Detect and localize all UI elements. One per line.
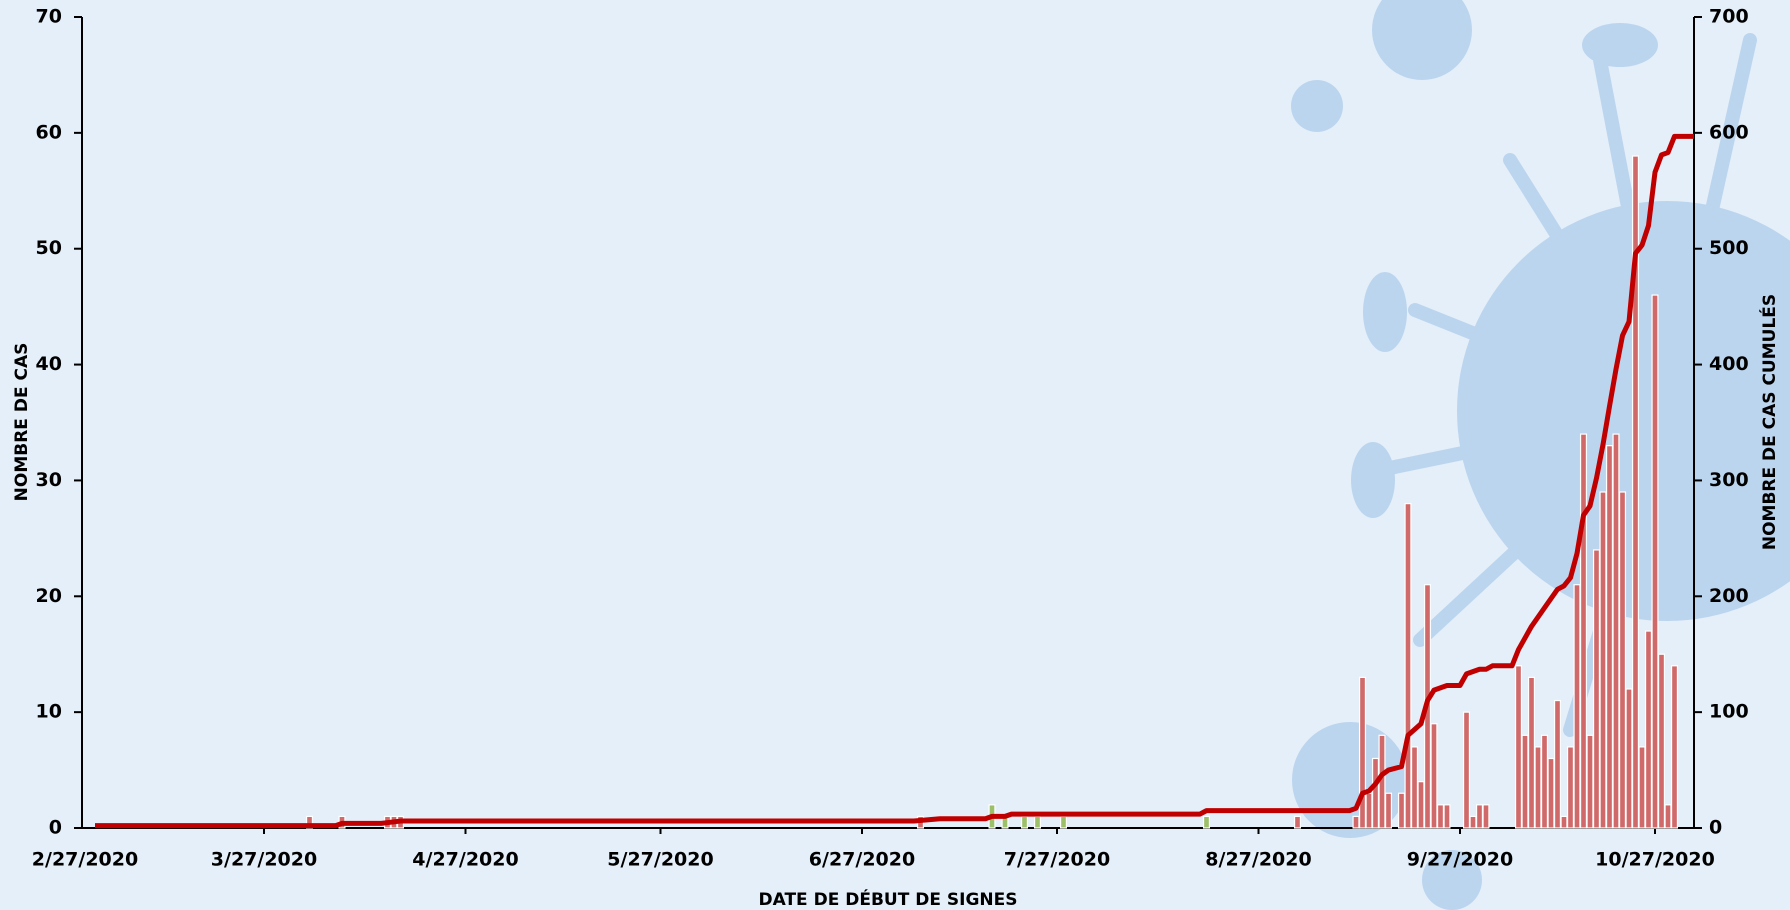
- y-tick-label: 20: [36, 585, 62, 607]
- bar: [1664, 804, 1672, 829]
- bar: [1534, 746, 1542, 829]
- bar: [1651, 294, 1659, 829]
- x-tick-label: 3/27/2020: [211, 849, 317, 871]
- y2-tick-label: 600: [1709, 121, 1749, 143]
- y2-tick-label: 500: [1709, 237, 1749, 259]
- bar: [1417, 781, 1425, 829]
- bar: [1469, 815, 1477, 829]
- bar: [1527, 676, 1536, 829]
- y-tick-label: 50: [36, 237, 62, 259]
- bar: [1404, 503, 1412, 829]
- bar: [1612, 433, 1620, 829]
- bar: [1436, 804, 1445, 829]
- bar: [1605, 445, 1614, 829]
- bar: [1033, 815, 1042, 829]
- bar: [1410, 746, 1419, 829]
- y2-tick-label: 0: [1709, 817, 1722, 839]
- y-axis-title: NOMBRE DE CAS: [12, 343, 32, 502]
- bar: [1475, 804, 1484, 829]
- bar: [1397, 792, 1406, 829]
- y-tick-label: 30: [36, 469, 62, 491]
- y2-tick-label: 200: [1709, 585, 1749, 607]
- y-tick-label: 70: [36, 6, 62, 28]
- bar: [1579, 433, 1588, 829]
- bar: [1358, 676, 1367, 829]
- bar: [1384, 792, 1393, 829]
- bar: [1670, 665, 1679, 829]
- bar: [1625, 688, 1633, 829]
- y-tick-label: 0: [49, 817, 62, 839]
- bar: [1599, 491, 1607, 829]
- bar: [1547, 757, 1555, 829]
- bar: [1553, 699, 1562, 829]
- y2-tick-label: 100: [1709, 701, 1749, 723]
- bar: [1462, 711, 1471, 829]
- bar: [1560, 815, 1568, 829]
- bar: [1631, 155, 1640, 829]
- y2-tick-label: 700: [1709, 6, 1749, 28]
- bar: [1482, 804, 1490, 829]
- x-tick-label: 5/27/2020: [607, 849, 713, 871]
- bar: [1443, 804, 1451, 829]
- x-tick-label: 7/27/2020: [1004, 849, 1110, 871]
- y2-tick-label: 300: [1709, 469, 1749, 491]
- x-tick-label: 4/27/2020: [412, 849, 518, 871]
- x-tick-label: 10/27/2020: [1595, 849, 1715, 871]
- bar: [1371, 757, 1380, 829]
- x-tick-label: 6/27/2020: [809, 849, 915, 871]
- y-tick-label: 40: [36, 353, 62, 375]
- bar: [1586, 734, 1594, 829]
- y2-axis-title: NOMBRE DE CAS CUMULÉS: [1758, 294, 1780, 550]
- bar: [1514, 665, 1523, 829]
- bar: [1592, 549, 1601, 829]
- bar: [1020, 815, 1029, 829]
- x-tick-label: 2/27/2020: [32, 849, 138, 871]
- bar: [1059, 815, 1068, 829]
- bar: [1566, 746, 1575, 829]
- bar: [1202, 815, 1211, 829]
- bar: [1540, 734, 1549, 829]
- bar: [1352, 815, 1360, 829]
- y-tick-label: 10: [36, 701, 62, 723]
- bar: [1573, 584, 1581, 829]
- bar: [1430, 723, 1438, 829]
- bar: [1618, 491, 1627, 829]
- virus-decoration: [1291, 0, 1790, 910]
- x-axis-title: DATE DE DÉBUT DE SIGNES: [759, 888, 1018, 910]
- bar: [1657, 653, 1666, 829]
- bar: [1638, 746, 1646, 829]
- y-tick-label: 60: [36, 121, 62, 143]
- bar: [1644, 630, 1653, 829]
- x-tick-label: 8/27/2020: [1205, 849, 1311, 871]
- y2-tick-label: 400: [1709, 353, 1749, 375]
- cumulative-line: [95, 133, 1694, 829]
- x-tick-label: 9/27/2020: [1407, 849, 1513, 871]
- bar: [1293, 815, 1302, 829]
- bar: [1521, 734, 1529, 829]
- bar: [1365, 792, 1373, 829]
